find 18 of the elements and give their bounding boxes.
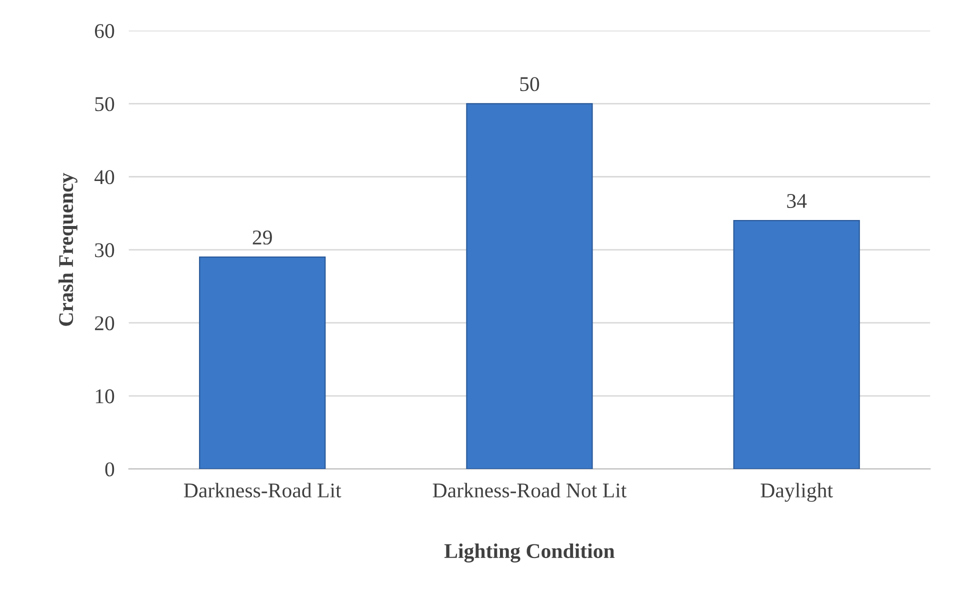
bar <box>733 220 860 469</box>
y-tick-label: 40 <box>94 170 114 184</box>
data-label: 50 <box>520 77 540 92</box>
data-label: 34 <box>787 194 807 208</box>
x-tick-label: Darkness-Road Not Lit <box>432 482 627 498</box>
x-tick-label: Daylight <box>760 482 833 502</box>
y-tick-label: 60 <box>94 24 114 38</box>
y-tick-label: 30 <box>95 243 114 258</box>
data-label: 29 <box>252 230 272 245</box>
y-tick-label: 20 <box>94 316 114 330</box>
y-tick-label: 0 <box>105 462 114 476</box>
y-axis-title: Crash Frequency <box>58 172 78 326</box>
y-tick-label: 10 <box>96 389 114 404</box>
bar <box>466 103 593 469</box>
x-axis-title: Lighting Condition <box>444 543 615 563</box>
bar <box>199 256 326 469</box>
y-tick-label: 50 <box>95 97 114 112</box>
x-tick-label: Darkness-Road Lit <box>184 482 342 498</box>
